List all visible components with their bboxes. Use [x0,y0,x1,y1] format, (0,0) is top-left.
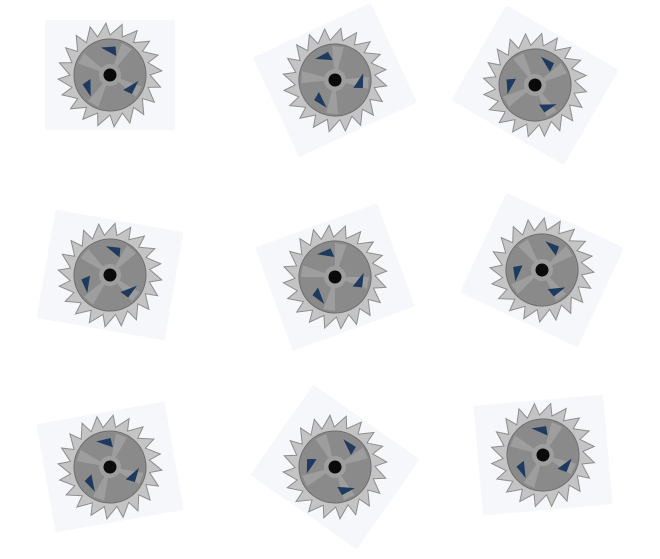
blade-slot [82,79,91,97]
blade-slot [96,438,113,448]
blade-slot [352,272,364,288]
blade-slot [81,275,91,293]
blade-slot [531,426,548,436]
saw-blade-icon [490,402,596,508]
saw-tile-2[interactable] [252,2,418,158]
saw-blade-icon [57,222,163,328]
hub-hole [528,78,542,92]
blade-slot [545,241,560,256]
hub-hole [103,68,117,82]
saw-blade-icon [282,414,388,520]
hub-hole [103,268,117,282]
blade-slot [516,460,526,479]
blade-slot [506,78,517,95]
blade-slot [337,486,355,496]
blade-slot [557,458,572,473]
saw-blade-icon [482,32,588,138]
blade-slot [120,285,137,298]
blade-slot [312,287,325,304]
hub-hole [328,460,342,474]
blade-slot [353,73,364,88]
saw-tile-3[interactable] [451,4,619,166]
blade-slot [315,51,333,61]
blade-slot [513,265,523,282]
blade-slot [84,474,95,492]
blade-slot [540,56,555,72]
hub-hole [328,73,342,87]
blade-slot [539,104,557,113]
blade-slot [547,287,566,297]
saw-blade-icon [282,224,388,330]
saw-tile-6[interactable] [459,192,625,348]
hub-hole [103,460,117,474]
saw-blade-icon [282,27,388,133]
saw-blade-icon [488,216,596,324]
blade-slot [343,439,356,456]
hub-hole [328,270,342,284]
blade-slot [314,91,327,108]
saw-blade-icon [56,21,164,129]
blade-slot [105,246,121,258]
saw-tile-5[interactable] [255,203,415,351]
saw-tile-4[interactable] [36,209,184,341]
blade-slot [100,46,117,57]
blade-slot [317,248,335,258]
blade-slot [123,80,139,95]
saw-tile-8[interactable] [250,384,420,550]
saw-tile-9[interactable] [473,394,613,516]
blade-slot [125,467,139,482]
saw-tile-1[interactable] [45,20,175,130]
saw-blade-icon [56,413,164,521]
hub-hole [535,263,549,277]
blade-slot [306,459,317,474]
saw-tile-7[interactable] [36,401,184,533]
hub-hole [536,448,550,462]
